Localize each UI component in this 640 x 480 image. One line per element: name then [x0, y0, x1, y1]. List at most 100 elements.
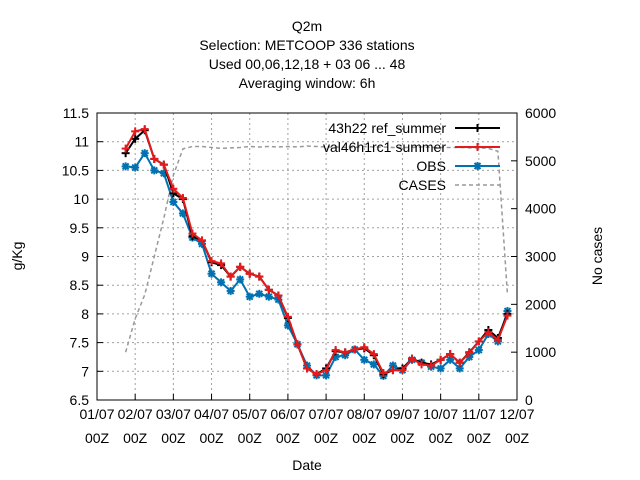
y-tick-label: 8	[81, 306, 89, 322]
legend-label-sub: summer	[395, 139, 446, 155]
grid	[97, 113, 517, 400]
legend-entry-cases: CASES	[399, 177, 500, 193]
marker-d2	[150, 166, 158, 175]
data-point	[312, 370, 321, 379]
data-point	[283, 312, 292, 321]
marker-d2	[226, 287, 235, 295]
x-tick-label-hour: 00Z	[161, 430, 186, 446]
marker-d2	[265, 292, 273, 301]
marker-d2	[456, 364, 464, 373]
data-point	[178, 193, 187, 202]
x-tick-label-hour: 00Z	[505, 430, 530, 446]
x-tick-label: 09/07	[385, 406, 420, 422]
legend-label: 43h22 ref_summer	[328, 120, 446, 136]
legend-entry-val46h1rc1: val46h1rc1 summer	[323, 139, 500, 155]
legend-label-sub: ref_summer	[371, 120, 446, 136]
y-tick-label: 10	[73, 191, 89, 207]
data-point	[360, 355, 369, 364]
legend-entry-obs: OBS	[416, 158, 500, 174]
data-point	[236, 275, 245, 284]
legend-label-main: 43h22	[328, 120, 367, 136]
x-tick-label: 12/07	[499, 406, 534, 422]
x-tick-label: 07/07	[309, 406, 344, 422]
marker-d2	[169, 198, 178, 206]
marker-d2	[475, 346, 483, 354]
data-point	[207, 257, 216, 266]
x-tick-label-hour: 00Z	[238, 430, 263, 446]
marker-d2	[446, 356, 454, 364]
x-tick-label: 11/07	[462, 406, 496, 422]
data-point	[226, 272, 235, 281]
marker-d2	[207, 270, 216, 278]
data-point	[264, 285, 273, 294]
y-tick-label: 9.5	[70, 220, 90, 236]
data-point	[379, 369, 388, 378]
data-point	[140, 149, 149, 158]
title-line-3: Used 00,06,12,18 + 03 06 ... 48	[209, 56, 406, 72]
data-point	[503, 311, 512, 320]
x-tick-label-hour: 00Z	[199, 430, 224, 446]
data-point	[264, 292, 273, 301]
data-point	[408, 354, 416, 363]
y2-tick-label: 4000	[525, 201, 556, 217]
x-tick-label: 01/07	[79, 406, 114, 422]
data-point	[388, 361, 397, 370]
data-point	[436, 355, 445, 364]
y2-tick-label: 3000	[525, 249, 556, 265]
data-point	[446, 350, 455, 359]
legend-label: CASES	[399, 177, 446, 193]
series-line-43h22	[124, 128, 509, 376]
data-point	[150, 154, 159, 163]
marker-d2	[121, 162, 130, 171]
series-obs	[121, 149, 512, 380]
data-point	[417, 360, 426, 369]
legend-marker	[473, 143, 482, 151]
data-point	[140, 125, 149, 134]
marker-d2	[436, 364, 445, 373]
y-tick-label: 7	[81, 363, 89, 379]
y-tick-label: 11.5	[63, 105, 89, 121]
x-tick-label-hour: 00Z	[467, 430, 492, 446]
data-point	[121, 144, 130, 153]
legend-label-main: val46h1rc1	[323, 139, 392, 155]
data-point	[369, 350, 378, 359]
legend: 43h22 ref_summer val46h1rc1 summer OBS CASES	[323, 120, 500, 193]
data-point	[274, 291, 283, 300]
data-point	[159, 160, 168, 169]
x-tick-label: 04/07	[194, 406, 229, 422]
x-tick-label-hour: 00Z	[314, 430, 339, 446]
data-point	[455, 358, 464, 367]
marker-d2	[331, 353, 340, 361]
x-tick-label: 02/07	[118, 406, 153, 422]
data-point	[427, 361, 436, 370]
x-tick-label: 03/07	[156, 406, 191, 422]
data-point	[188, 229, 197, 238]
legend-marker	[473, 162, 482, 170]
data-point	[388, 366, 397, 375]
data-point	[169, 184, 178, 193]
data-point	[474, 346, 483, 355]
legend-label: val46h1rc1 summer	[323, 139, 446, 155]
y2-tick-label: 1000	[525, 344, 556, 360]
series-43h22	[121, 126, 512, 379]
data-point	[360, 343, 369, 352]
x-tick-label-hour: 00Z	[123, 430, 148, 446]
data-point	[350, 345, 359, 354]
marker-d2	[217, 278, 225, 287]
y2-tick-label: 6000	[525, 105, 556, 121]
data-point	[369, 360, 378, 369]
x-tick-label: 10/07	[423, 406, 458, 422]
series-val46h1rc1	[121, 125, 512, 379]
data-point	[217, 259, 226, 268]
data-point	[436, 364, 445, 373]
data-point	[293, 340, 302, 349]
data-point	[150, 166, 159, 175]
data-point	[207, 269, 216, 278]
title-line-4: Averaging window: 6h	[239, 75, 376, 91]
marker-d2	[465, 353, 473, 361]
x-tick-label-hour: 00Z	[390, 430, 415, 446]
data-point	[226, 286, 235, 295]
x-tick-label: 05/07	[232, 406, 267, 422]
marker-d2	[255, 290, 263, 298]
